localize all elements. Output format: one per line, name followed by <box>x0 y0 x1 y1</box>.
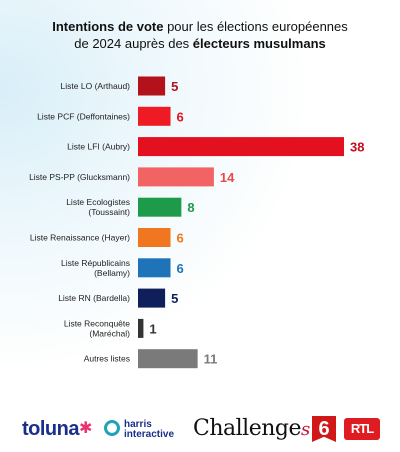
category-label: Liste PCF (Deffontaines) <box>37 111 130 121</box>
value-label: 5 <box>171 79 178 94</box>
bar <box>138 137 344 157</box>
category-label: Liste PS-PP (Glucksmann) <box>29 172 130 182</box>
bar <box>138 318 144 338</box>
category-label: Liste Reconquête (Maréchal) <box>64 318 130 338</box>
bar <box>138 349 198 369</box>
bar <box>138 167 214 187</box>
category-label: Liste Républicains (Bellamy) <box>61 258 130 278</box>
value-label: 14 <box>220 170 235 185</box>
challenges-logo: Challenges <box>193 416 310 441</box>
rtl-logo: RTL <box>344 418 380 440</box>
harris-circle-icon <box>104 420 120 436</box>
category-label: Liste LO (Arthaud) <box>61 81 131 91</box>
title-bold-2: électeurs musulmans <box>192 36 326 51</box>
bar <box>138 258 171 278</box>
m6-logo: 6 <box>312 416 336 442</box>
chart-title: Intentions de vote pour les élections eu… <box>0 18 400 52</box>
bar <box>138 228 171 247</box>
value-label: 6 <box>177 231 184 246</box>
title-bold-1: Intentions de vote <box>52 19 164 34</box>
category-label: Liste RN (Bardella) <box>58 293 130 303</box>
bar <box>138 76 166 96</box>
value-label: 38 <box>350 140 364 155</box>
bar <box>138 197 182 217</box>
category-label: Liste Ecologistes (Toussaint) <box>66 197 130 217</box>
value-label: 6 <box>177 261 184 276</box>
logo-strip: toluna✱ harris interactive Challenges 6 … <box>0 412 400 452</box>
title-rest-1: pour les élections européennes <box>163 19 348 34</box>
bar <box>138 288 166 308</box>
title-plain-2: de 2024 auprès des <box>74 36 193 51</box>
value-label: 11 <box>204 352 218 367</box>
value-label: 5 <box>171 291 178 306</box>
category-label: Autres listes <box>84 354 130 364</box>
value-label: 1 <box>149 321 156 336</box>
value-label: 8 <box>187 200 194 215</box>
category-label: Liste Renaissance (Hayer) <box>30 233 130 243</box>
category-label: Liste LFI (Aubry) <box>67 142 130 152</box>
value-label: 6 <box>177 109 184 124</box>
toluna-logo: toluna✱ <box>22 418 92 440</box>
bar <box>138 106 171 126</box>
